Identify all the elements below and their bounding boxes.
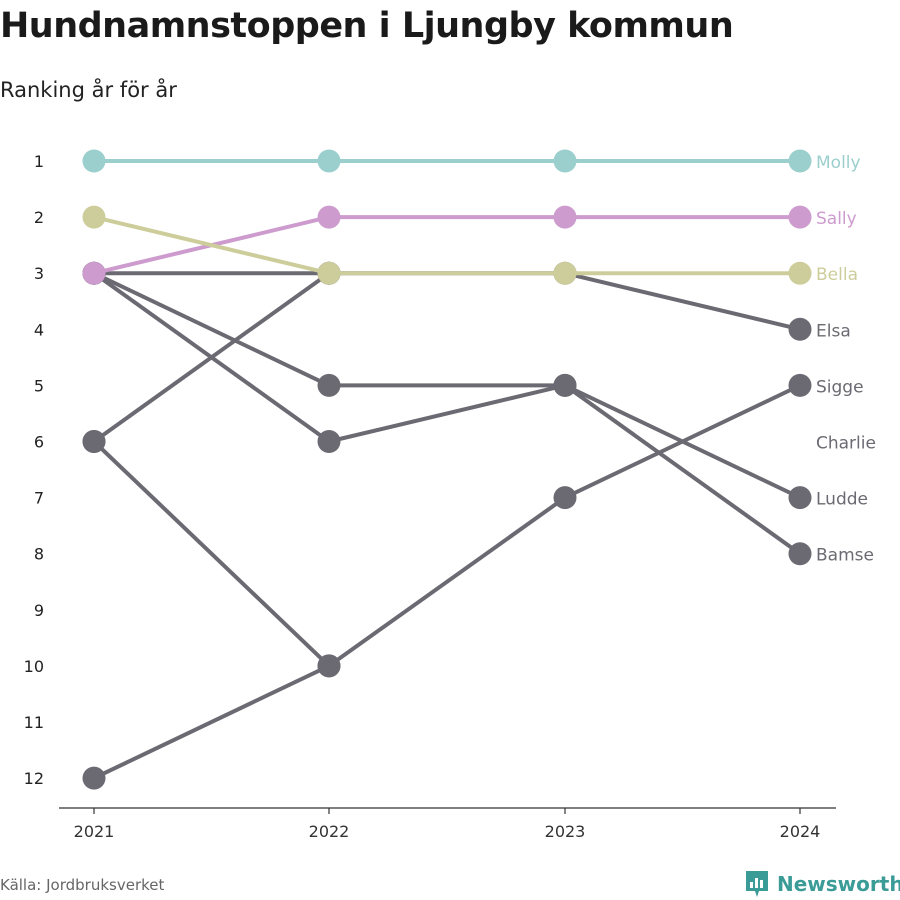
y-tick-label: 6 xyxy=(34,433,44,452)
y-tick-label: 10 xyxy=(24,657,44,676)
data-point xyxy=(553,205,577,229)
newsworthy-logo[interactable]: Newsworthy xyxy=(744,869,900,899)
data-point xyxy=(553,149,577,173)
data-point xyxy=(788,317,812,341)
series-line xyxy=(92,271,802,556)
data-point xyxy=(317,373,341,397)
data-point xyxy=(82,149,106,173)
series-label-bamse: Bamse xyxy=(816,546,874,566)
brand-name: Newsworthy xyxy=(777,872,900,896)
y-tick-label: 1 xyxy=(34,152,44,171)
series-line xyxy=(92,215,802,276)
series-label-bella: Bella xyxy=(816,265,858,285)
y-tick-label: 9 xyxy=(34,601,44,620)
y-tick-label: 8 xyxy=(34,545,44,564)
data-point xyxy=(788,542,812,566)
series-label-elsa: Elsa xyxy=(816,321,851,341)
data-point xyxy=(82,766,106,790)
series-sigge xyxy=(82,373,812,790)
data-point xyxy=(317,430,341,453)
data-point xyxy=(317,654,341,678)
y-tick-label: 7 xyxy=(34,489,44,508)
series-bamse xyxy=(82,430,341,678)
y-tick-label: 11 xyxy=(24,713,44,732)
newsworthy-logo-icon xyxy=(746,871,768,897)
data-point xyxy=(553,261,577,285)
series-line xyxy=(92,215,802,276)
data-point xyxy=(317,261,341,285)
data-point xyxy=(788,261,812,285)
source-note: Källa: Jordbruksverket xyxy=(0,876,165,894)
series-label-molly: Molly xyxy=(816,153,861,173)
data-point xyxy=(788,373,812,397)
y-tick-label: 12 xyxy=(24,769,44,788)
series-label-sally: Sally xyxy=(816,209,857,229)
series-ludde xyxy=(82,261,812,510)
data-point xyxy=(788,486,812,510)
series-molly xyxy=(82,149,812,173)
chart-title: Hundnamnstoppen i Ljungby kommun xyxy=(0,6,734,46)
y-tick-label: 3 xyxy=(34,264,44,283)
data-point xyxy=(82,205,106,229)
y-tick-label: 5 xyxy=(34,376,44,395)
data-point xyxy=(553,373,577,397)
series-label-ludde: Ludde xyxy=(816,490,868,510)
series-label-sigge: Sigge xyxy=(816,377,864,397)
series-line xyxy=(92,439,331,668)
data-point xyxy=(317,205,341,229)
data-point xyxy=(553,486,577,510)
chart-subtitle: Ranking år för år xyxy=(0,78,177,102)
data-point xyxy=(788,205,812,229)
x-tick-label: 2024 xyxy=(780,822,821,841)
x-tick-label: 2023 xyxy=(545,822,586,841)
data-point xyxy=(82,430,106,453)
series-label-charlie: Charlie xyxy=(816,434,876,454)
series-line xyxy=(92,383,802,781)
x-tick-label: 2021 xyxy=(74,822,115,841)
data-point xyxy=(82,261,106,285)
y-tick-label: 2 xyxy=(34,208,44,227)
data-point xyxy=(788,149,812,173)
x-tick-label: 2022 xyxy=(309,822,350,841)
series-line xyxy=(92,271,802,500)
y-tick-label: 4 xyxy=(34,320,44,339)
series-line xyxy=(92,271,802,332)
series-bella xyxy=(82,205,812,285)
data-point xyxy=(317,149,341,173)
